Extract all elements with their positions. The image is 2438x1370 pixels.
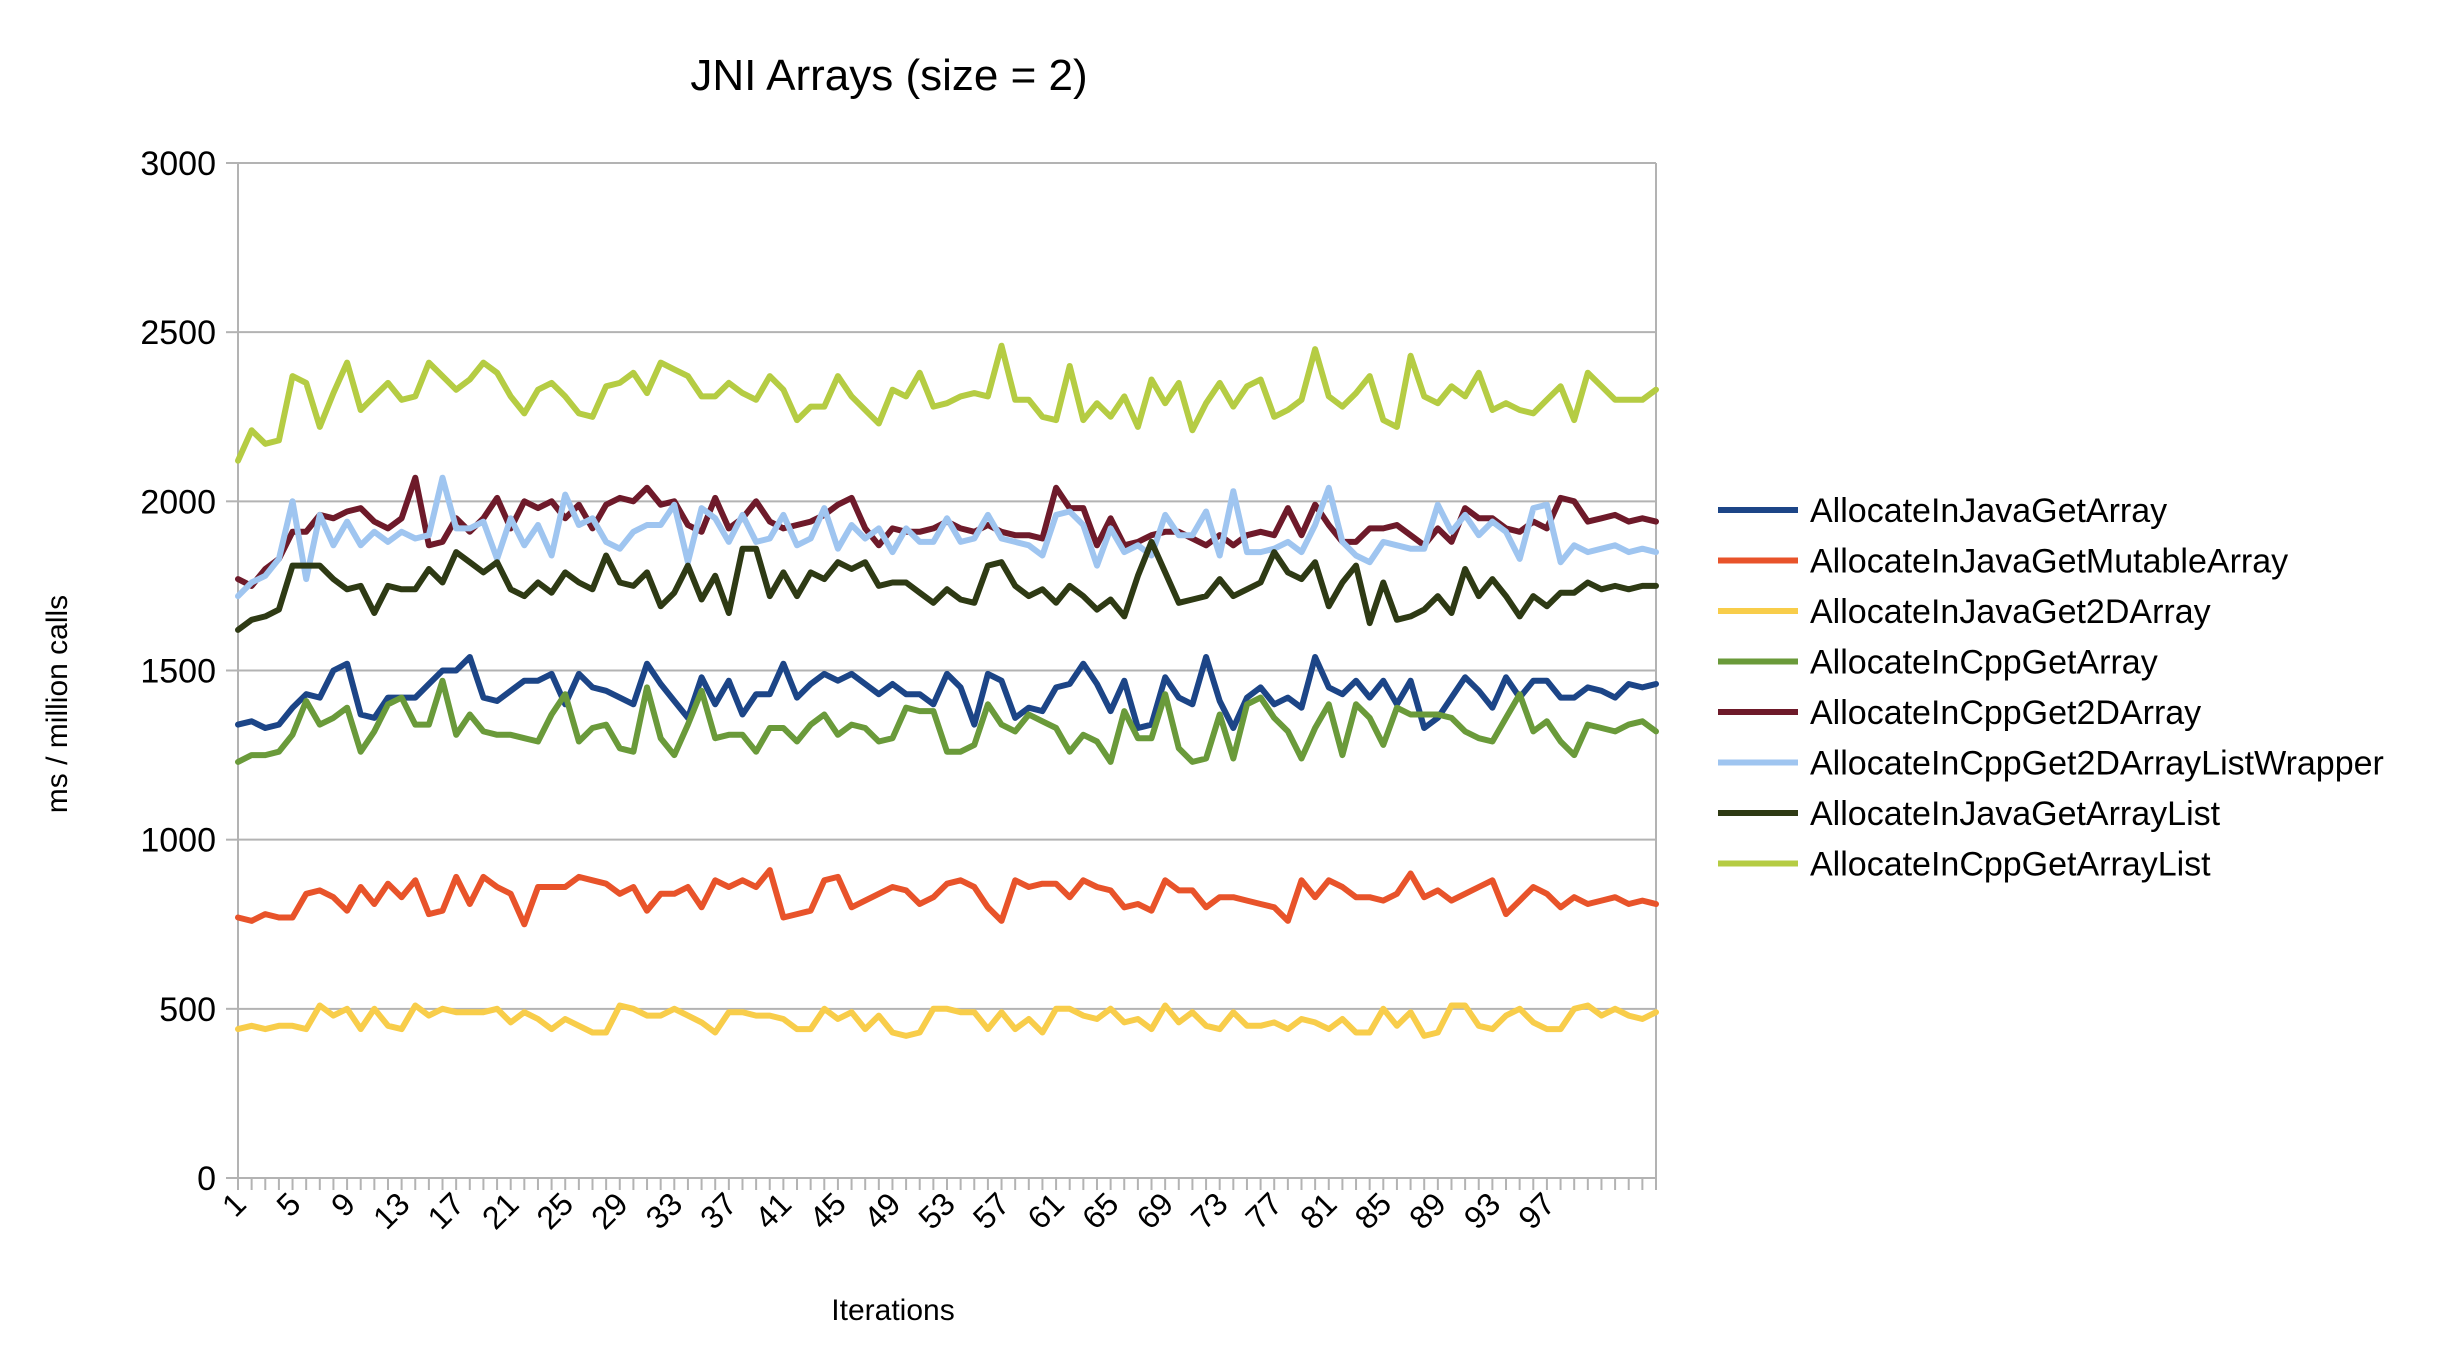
x-tick-label: 73 [1184,1185,1235,1236]
x-axis-title: Iterations [831,1294,954,1327]
x-tick-label: 5 [269,1185,307,1223]
x-tick-label: 61 [1020,1185,1071,1236]
x-tick-label: 33 [639,1185,690,1236]
x-tick-label: 81 [1293,1185,1344,1236]
y-tick-label: 2000 [140,483,216,521]
x-tick-label: 9 [324,1185,362,1223]
x-tick-label: 25 [530,1185,581,1236]
series-line-AllocateInCppGetArray [235,677,1659,765]
x-tick-label: 85 [1348,1185,1399,1236]
legend-label: AllocateInJavaGetMutableArray [1810,543,2288,581]
series-lines [235,342,1659,1039]
x-tick-label: 57 [966,1185,1017,1236]
series-line-AllocateInCppGet2DArrayListWrapper [235,474,1659,600]
x-tick-label: 77 [1239,1185,1290,1236]
x-tick-label: 41 [748,1185,799,1236]
legend-label: AllocateInCppGetArrayList [1810,846,2211,884]
legend-label: AllocateInCppGet2DArrayListWrapper [1810,745,2384,783]
x-tick-label: 21 [475,1185,526,1236]
y-tick-label: 2500 [140,314,216,352]
y-tick-label: 0 [197,1160,216,1198]
legend-label: AllocateInJavaGet2DArray [1810,593,2211,631]
x-tick-label: 97 [1511,1185,1562,1236]
legend-label: AllocateInCppGetArray [1810,644,2158,682]
series-line-AllocateInJavaGetMutableArray [235,867,1659,928]
legend: AllocateInJavaGetArray AllocateInJavaGetM… [1718,492,2384,884]
x-tick-label: 93 [1457,1185,1508,1236]
x-tick-label: 37 [693,1185,744,1236]
series-line-AllocateInCppGetArrayList [235,342,1659,464]
x-tick-label: 13 [366,1185,417,1236]
x-tick-label: 53 [911,1185,962,1236]
x-tick-label: 45 [802,1185,853,1236]
axes [226,162,1657,1190]
chart-title: JNI Arrays (size = 2) [690,51,1087,100]
y-tick-label: 500 [159,991,216,1029]
y-tick-label: 1500 [140,653,216,691]
x-tick-label: 17 [420,1185,471,1236]
x-tick-label: 65 [1075,1185,1126,1236]
y-axis-title: ms / million calls [41,595,74,813]
y-tick-label: 3000 [140,145,216,183]
x-tick-label: 49 [857,1185,908,1236]
x-tick-label: 1 [215,1185,253,1223]
x-tick-labels: 1 5 9 13 17 21 25 29 33 37 41 45 49 53 57 61 65 69 73 77 81 8… [215,1185,1562,1236]
x-tick-label: 29 [584,1185,635,1236]
legend-label: AllocateInJavaGetArrayList [1810,795,2221,833]
x-tick-label: 69 [1129,1185,1180,1236]
series-line-AllocateInJavaGetArrayList [235,538,1659,633]
legend-label: AllocateInCppGet2DArray [1810,694,2201,732]
y-tick-label: 1000 [140,822,216,860]
series-line-AllocateInJavaGet2DArray [235,1002,1659,1039]
x-tick-label: 89 [1402,1185,1453,1236]
legend-label: AllocateInJavaGetArray [1810,492,2167,530]
y-tick-labels: 0 500 1000 1500 2000 2500 3000 [140,145,216,1198]
